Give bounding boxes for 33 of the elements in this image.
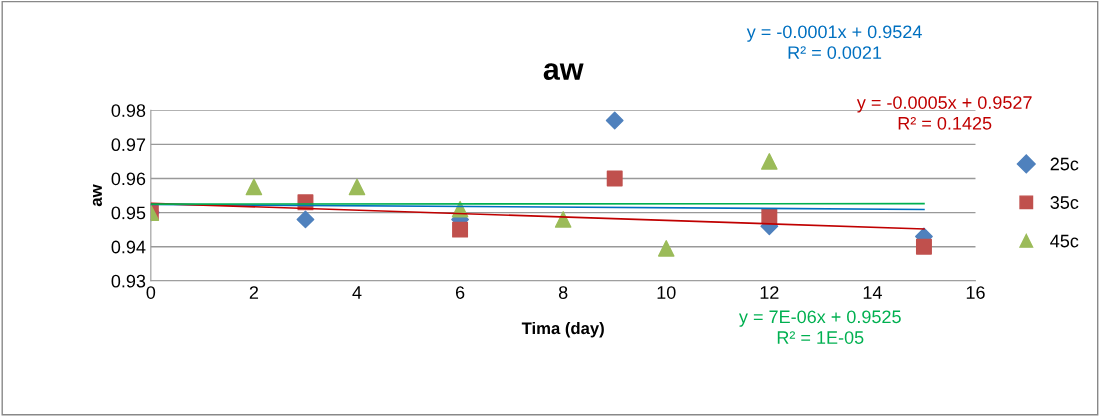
annotation: y = -0.0005x + 0.9527 R² = 0.1425 bbox=[856, 96, 1032, 130]
x-tick-label: 10 bbox=[657, 286, 676, 299]
x-tick-label: 0 bbox=[146, 286, 156, 299]
point bbox=[915, 238, 932, 255]
point bbox=[761, 153, 778, 170]
legend-label: 25c bbox=[1050, 157, 1079, 171]
chart-title: aw bbox=[543, 63, 584, 80]
text: y = -0.0001x + 0.9524 R² = 0.0021 bbox=[746, 25, 922, 59]
x-tick-label: 8 bbox=[558, 286, 568, 299]
y-tick-label: 0.96 bbox=[111, 172, 146, 186]
y-tick-label: 0.97 bbox=[111, 138, 146, 152]
point bbox=[245, 178, 263, 196]
x-axis-title: Tima (day) bbox=[521, 321, 604, 338]
point bbox=[296, 210, 315, 229]
y-tick-label: 0.98 bbox=[111, 104, 146, 117]
text: y = 7E-06x + 0.9525 R² = 1E-05 bbox=[738, 310, 901, 344]
y-tick-label: 0.93 bbox=[111, 274, 146, 288]
x-tick-label: 6 bbox=[455, 286, 465, 299]
point bbox=[348, 178, 366, 196]
point bbox=[452, 221, 469, 238]
x-tick-label: 16 bbox=[966, 286, 985, 299]
y-tick-label: 0.94 bbox=[111, 240, 146, 254]
x-tick-label: 12 bbox=[760, 286, 779, 299]
point bbox=[657, 240, 675, 257]
x-tick-label: 4 bbox=[352, 286, 362, 299]
x-tick-label: 2 bbox=[249, 286, 259, 299]
point bbox=[606, 170, 623, 187]
y-tick-label: 0.95 bbox=[111, 206, 146, 220]
legend-label: 45c bbox=[1050, 234, 1079, 248]
y-axis-title: aw bbox=[92, 184, 102, 207]
point bbox=[605, 111, 624, 130]
x-tick-label: 14 bbox=[863, 286, 882, 299]
legend-label: 35c bbox=[1050, 196, 1079, 209]
